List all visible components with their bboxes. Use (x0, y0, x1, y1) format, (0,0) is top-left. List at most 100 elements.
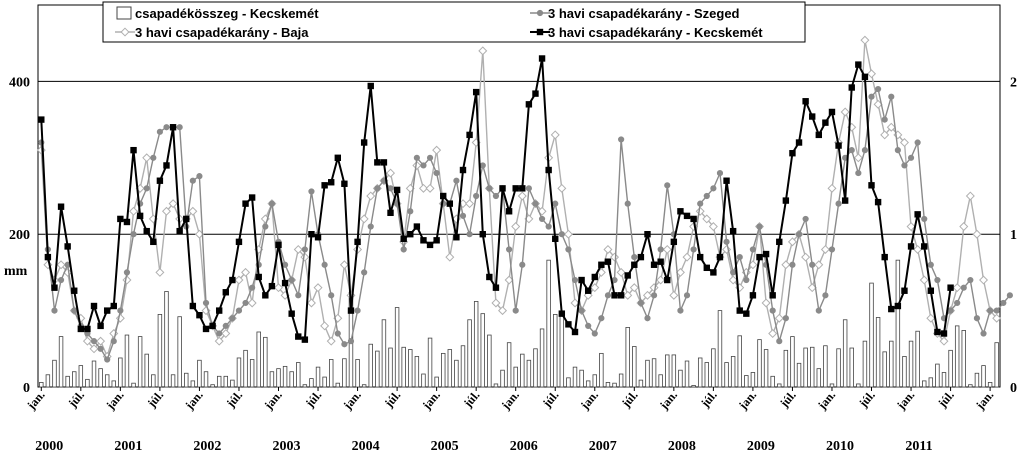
data-point (242, 200, 249, 207)
bar (144, 353, 149, 388)
data-point (637, 299, 644, 307)
data-point (603, 244, 613, 254)
data-point (519, 261, 526, 268)
bar (342, 358, 347, 388)
bar (216, 375, 222, 388)
year-label: 2010 (826, 439, 854, 454)
data-point (611, 292, 618, 299)
bar (302, 384, 308, 388)
data-point (650, 261, 658, 268)
x-tick-label: júl. (697, 388, 719, 411)
bar (151, 374, 156, 388)
data-point (565, 246, 572, 253)
data-point (644, 231, 651, 238)
bar (987, 382, 993, 388)
bar (441, 352, 446, 388)
bar (408, 349, 413, 388)
data-point (459, 212, 467, 219)
data-point (947, 284, 954, 291)
x-tick-label: júl. (539, 388, 561, 411)
bar (612, 382, 617, 388)
data-point (479, 231, 486, 238)
legend: csapadékösszeg - Kecskemét 3 havi csapadé… (102, 1, 806, 43)
legend-label: 3 havi csapadékarány - Kecskemét (548, 25, 763, 40)
x-tick-label: jan. (103, 388, 127, 413)
bar (579, 369, 584, 388)
data-point (782, 315, 789, 322)
bar (282, 365, 288, 388)
data-point (677, 208, 684, 215)
bar (210, 384, 215, 388)
data-point (736, 307, 743, 314)
data-point (815, 131, 823, 139)
bar (823, 345, 828, 388)
data-point (822, 292, 829, 299)
data-point (156, 128, 163, 135)
data-point (624, 272, 631, 279)
bar (961, 330, 966, 388)
x-tick-label: jan. (577, 388, 601, 413)
data-point (940, 330, 948, 337)
data-point (610, 252, 620, 262)
bar (447, 349, 453, 388)
data-point (571, 328, 579, 336)
data-point (736, 254, 743, 261)
data-point (387, 185, 394, 192)
data-point (557, 183, 567, 193)
data-point (888, 93, 895, 100)
data-point (221, 329, 231, 339)
bar (632, 346, 637, 388)
data-point (288, 310, 295, 317)
x-tick-label: jan. (814, 388, 838, 413)
data-point (768, 329, 778, 339)
data-point (776, 338, 783, 345)
data-point (491, 298, 501, 308)
data-point (222, 322, 229, 329)
year-label: 2006 (510, 439, 538, 454)
data-point (550, 130, 560, 140)
data-point (657, 246, 664, 253)
data-point (229, 276, 236, 284)
data-point (400, 246, 407, 253)
y-tick-label-left: 0 (23, 381, 30, 396)
bar (111, 380, 116, 388)
data-point (44, 253, 52, 261)
bar (836, 348, 841, 388)
data-point (235, 238, 243, 246)
data-point (861, 147, 869, 154)
bar (717, 310, 723, 388)
data-point (802, 98, 809, 105)
year-label: 2009 (747, 439, 775, 454)
data-point (473, 192, 480, 200)
data-point (196, 173, 203, 180)
data-point (644, 315, 651, 322)
data-point (888, 305, 895, 313)
data-point (472, 88, 480, 96)
bar (513, 366, 518, 388)
data-point (453, 234, 460, 241)
data-point (511, 222, 521, 232)
data-point (952, 283, 962, 293)
data-point (130, 146, 137, 154)
data-point (960, 284, 967, 291)
x-tick-label: júl. (618, 388, 640, 411)
data-point (690, 246, 697, 253)
data-point (446, 200, 454, 207)
year-label: 2004 (352, 439, 380, 454)
bar (124, 334, 130, 388)
data-point (359, 214, 369, 224)
data-point (341, 341, 348, 348)
data-point (696, 253, 704, 261)
data-point (281, 261, 289, 268)
data-point (97, 322, 104, 330)
x-tick-label: júl. (381, 388, 403, 411)
data-point (51, 307, 58, 314)
data-point (361, 269, 368, 276)
data-point (426, 241, 434, 249)
data-point (617, 292, 625, 299)
data-point (525, 185, 532, 192)
data-point (973, 315, 981, 322)
bar (375, 350, 380, 388)
data-point (756, 253, 763, 261)
x-tick-label: jan. (498, 388, 522, 413)
